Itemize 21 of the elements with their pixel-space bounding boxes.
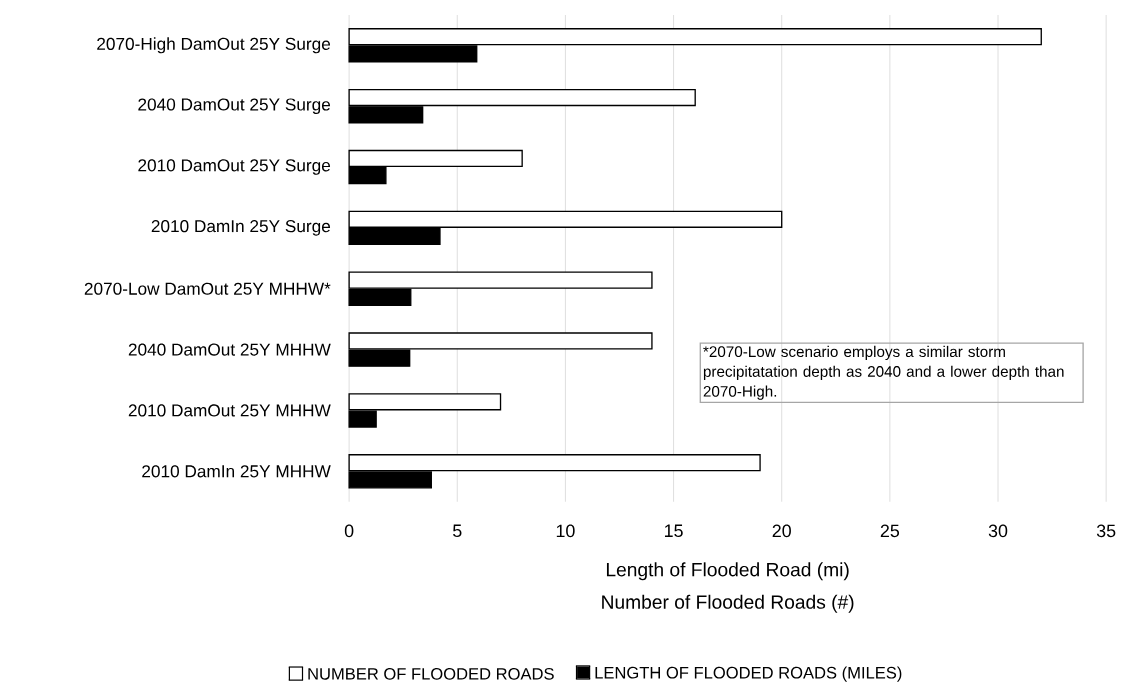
x-tick-label: 0	[344, 524, 354, 538]
legend-label: NUMBER OF FLOODED ROADS	[308, 668, 554, 680]
legend-label: LENGTH OF FLOODED ROADS (MILES)	[595, 666, 902, 683]
x-tick-label: 5	[453, 524, 462, 538]
x-tick-label: 15	[664, 524, 683, 538]
x-tick-label: 30	[988, 524, 1008, 538]
annotation: *2070-Low scenario employs a similar storm precipitatation depth as 2040 and a lower depth than 2070-High.	[703, 346, 1064, 401]
x-tick-label: 35	[1096, 524, 1116, 538]
y-tick-label: 2070-Low DamOut 25Y MHHW*	[84, 282, 331, 296]
y-tick-label: 2010 DamIn 25Y MHHW	[142, 465, 331, 478]
x-tick-label: 25	[880, 524, 900, 538]
y-tick-label: 2040 DamOut 25Y MHHW	[128, 343, 331, 356]
y-tick-label: 2010 DamOut 25Y Surge	[138, 159, 331, 176]
x-tick-label: 10	[556, 524, 575, 538]
y-tick-label: 2070-High DamOut 25Y Surge	[97, 37, 331, 54]
x-tick-label: 20	[772, 524, 791, 538]
y-tick-label: 2010 DamOut 25Y MHHW	[128, 404, 331, 417]
text: Number of Flooded Roads (#)	[602, 595, 854, 613]
y-tick-label: 2040 DamOut 25Y Surge	[138, 98, 331, 115]
x-axis-title: Length of Flooded Road (mi)	[606, 562, 849, 581]
y-tick-label: 2010 DamIn 25Y Surge	[151, 220, 331, 236]
